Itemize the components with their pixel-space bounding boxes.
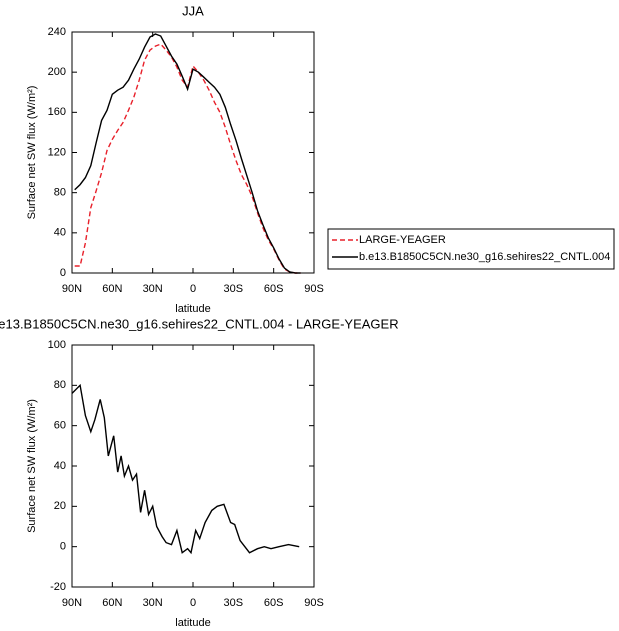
y-axis-label: Surface net SW flux (W/m²)	[26, 399, 38, 533]
y-tick-label: 240	[48, 26, 66, 38]
legend-label: b.e13.B1850C5CN.ne30_g16.sehires22_CNTL.…	[359, 251, 610, 263]
y-tick-label: 80	[54, 187, 66, 199]
data-line	[71, 383, 300, 555]
x-tick-label: 0	[190, 283, 196, 295]
y-tick-label: 200	[48, 66, 66, 78]
x-tick-label: 30N	[143, 283, 163, 295]
y-tick-label: 0	[60, 267, 66, 279]
data-line	[74, 33, 301, 274]
y-tick-label: 120	[48, 146, 66, 158]
x-tick-label: 90S	[304, 597, 324, 609]
y-tick-label: 100	[48, 339, 66, 351]
x-tick-label: 60S	[264, 597, 284, 609]
x-axis-label: latitude	[175, 617, 210, 629]
x-tick-label: 90N	[62, 283, 82, 295]
y-tick-label: 40	[54, 460, 66, 472]
x-tick-label: 60N	[102, 597, 122, 609]
y-tick-label: -20	[50, 581, 66, 593]
x-tick-label: 0	[190, 597, 196, 609]
y-tick-label: 160	[48, 106, 66, 118]
y-tick-label: 0	[60, 541, 66, 553]
plot-frame	[71, 344, 315, 588]
y-tick-label: 60	[54, 420, 66, 432]
y-tick-label: 20	[54, 500, 66, 512]
x-tick-label: 30S	[224, 283, 244, 295]
y-tick-label: 80	[54, 379, 66, 391]
chart-title: b.e13.B1850C5CN.ne30_g16.sehires22_CNTL.…	[0, 316, 399, 331]
x-tick-label: 90S	[304, 283, 324, 295]
chart-title: JJA	[182, 3, 204, 18]
data-line	[74, 43, 301, 274]
x-tick-label: 60S	[264, 283, 284, 295]
legend-box	[327, 228, 615, 270]
x-tick-label: 90N	[62, 597, 82, 609]
legend-label: LARGE-YEAGER	[359, 234, 446, 246]
plot-frame	[71, 31, 315, 274]
x-tick-label: 60N	[102, 283, 122, 295]
x-axis-label: latitude	[175, 303, 210, 315]
y-tick-label: 40	[54, 227, 66, 239]
x-tick-label: 30N	[143, 597, 163, 609]
y-axis-label: Surface net SW flux (W/m²)	[26, 86, 38, 220]
x-tick-label: 30S	[224, 597, 244, 609]
